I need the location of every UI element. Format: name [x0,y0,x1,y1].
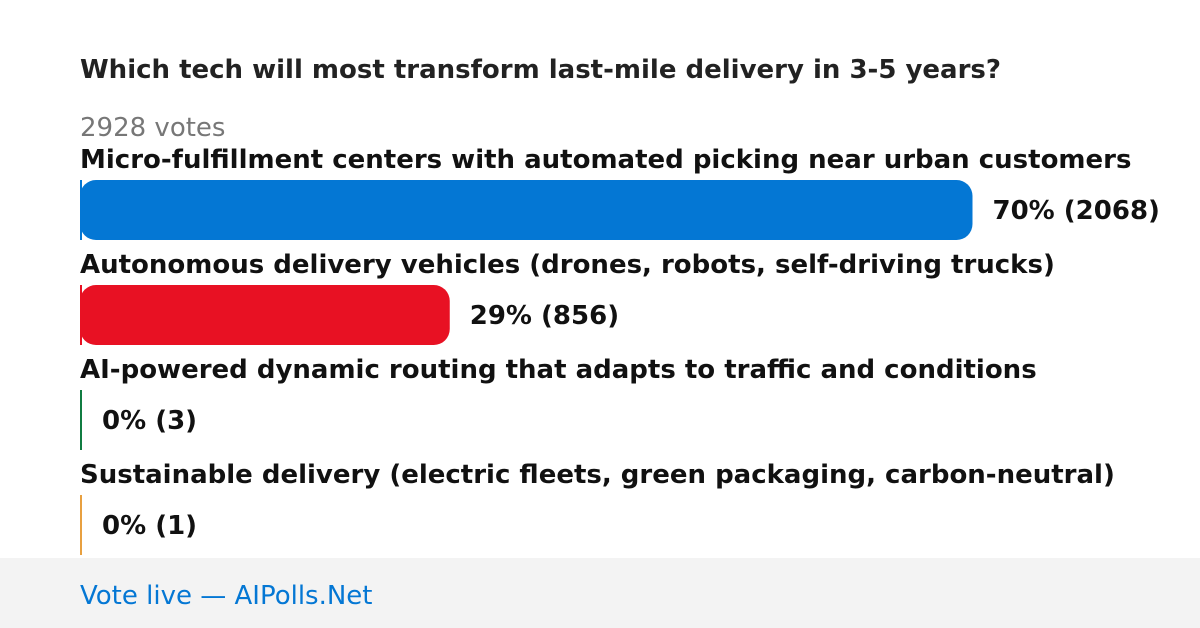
value-label: 70% (2068) [993,196,1160,226]
footer-band [0,558,1200,628]
footer-link[interactable]: Vote live — AIPolls.Net [80,581,373,611]
value-label: 0% (3) [102,406,197,436]
option-label: AI-powered dynamic routing that adapts t… [80,355,1037,385]
value-label: 29% (856) [470,301,619,331]
option-label: Sustainable delivery (electric fleets, g… [80,460,1115,490]
bar [80,180,973,240]
bar [80,285,450,345]
poll-title: Which tech will most transform last-mile… [80,55,1001,85]
option-label: Autonomous delivery vehicles (drones, ro… [80,250,1055,280]
vote-count: 2928 votes [80,113,225,143]
option-label: Micro-fulfillment centers with automated… [80,145,1131,175]
value-label: 0% (1) [102,511,197,541]
